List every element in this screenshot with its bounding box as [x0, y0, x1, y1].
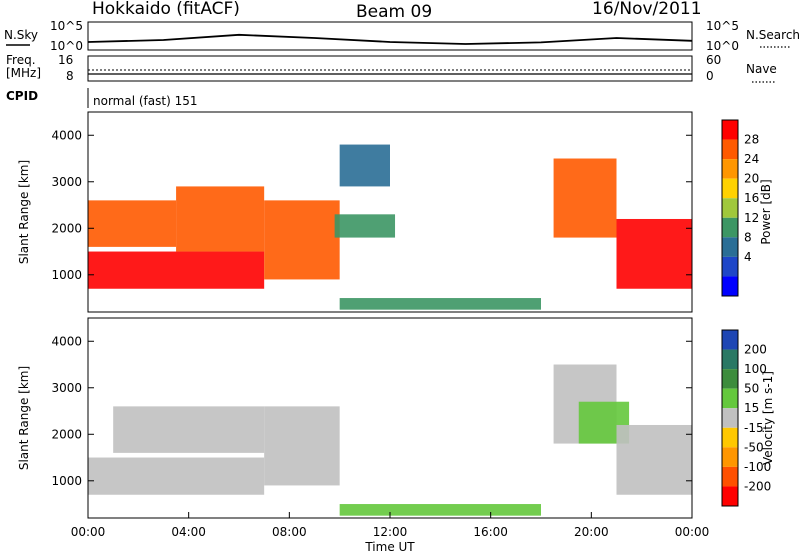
power-regions-region-0 [88, 251, 265, 289]
xlabel: Time UT [364, 540, 415, 554]
velocity-cbar-swatch-1 [722, 349, 738, 370]
power-ylabel: Slant Range [km] [17, 160, 31, 264]
power-cbar-swatch-8 [722, 276, 738, 296]
velocity-yticks-ticklabel-0: 4000 [51, 334, 82, 348]
freq-label-2: [MHz] [6, 66, 41, 80]
power-cbar-ticklabel-1: 24 [744, 152, 759, 166]
power-yticks-ticklabel-2: 2000 [51, 221, 82, 235]
power-cbar-swatch-7 [722, 256, 738, 277]
velocity-cbar-swatch-7 [722, 466, 738, 487]
freq-tick-bottom: 8 [66, 69, 74, 83]
power-regions-region-1 [88, 200, 177, 247]
power-regions-region-8 [616, 218, 692, 289]
velocity-regions-region-2 [264, 406, 340, 486]
velocity-cbar-swatch-6 [722, 447, 738, 467]
nsearch-label: N.Search [746, 28, 800, 42]
nave-tick-top: 60 [706, 53, 721, 67]
power-y-ticks: 4000 3000 2000 1000 [51, 128, 692, 282]
power-cbar-frame [721, 119, 739, 297]
nave-label: Nave [746, 62, 777, 76]
power-cbar-ticklabel-0: 28 [744, 133, 759, 147]
nsky-series-line [87, 33, 693, 45]
velocity-cbar-swatch-5 [722, 427, 738, 448]
power-regions-region-5 [339, 144, 390, 187]
velocity-cbar-ticklabel-3: 15 [744, 401, 759, 415]
nsky-tick-top: 10^5 [50, 19, 83, 33]
power-regions-region-2 [176, 186, 265, 252]
velocity-cbar-label: Velocity [m s-1] [761, 371, 775, 465]
velocity-cbar-ticklabel-0: 200 [744, 343, 767, 357]
velocity-cbar-ticklabel-5: -50 [744, 440, 764, 454]
station-title: Hokkaido (fitACF) [92, 0, 240, 19]
power-cbar-swatch-5 [722, 217, 738, 238]
freq-tick-top: 16 [58, 53, 73, 67]
power-cbar-swatch-1 [722, 139, 738, 160]
x-ticklabel-1: 04:00 [171, 525, 206, 539]
power-cbar-ticklabel-5: 8 [744, 230, 752, 244]
date-title: 16/Nov/2011 [592, 0, 702, 19]
velocity-data-regions [88, 364, 692, 516]
power-cbar-swatch-0 [722, 120, 738, 140]
velocity-regions-region-1 [113, 406, 265, 453]
power-cbar-swatch-2 [722, 159, 738, 179]
velocity-cbar-swatch-3 [722, 388, 738, 409]
nsky-tick-bottom: 10^0 [50, 39, 83, 53]
velocity-cbar-swatch-8 [722, 486, 738, 506]
power-cbar-ticklabel-3: 16 [744, 191, 759, 205]
x-ticklabel-6: 00:00 [675, 525, 710, 539]
power-data-regions [88, 144, 692, 310]
nsky-label: N.Sky [4, 28, 38, 42]
velocity-yticks-ticklabel-3: 1000 [51, 474, 82, 488]
power-panel-frame [87, 111, 693, 313]
velocity-yticks-ticklabel-1: 3000 [51, 381, 82, 395]
x-ticklabel-0: 00:00 [71, 525, 106, 539]
power-cbar-swatch-4 [722, 198, 738, 218]
velocity-cbar-ticklabel-4: -15 [744, 421, 764, 435]
power-regions-region-7 [553, 158, 617, 238]
velocity-cbar-swatch-2 [722, 369, 738, 389]
nsearch-tick-bottom: 10^0 [706, 39, 739, 53]
velocity-cbar-ticklabel-6: -100 [744, 460, 771, 474]
x-ticklabel-3: 12:00 [373, 525, 408, 539]
power-regions-region-6 [339, 298, 541, 310]
velocity-ylabel: Slant Range [km] [17, 366, 31, 470]
nsky-panel [87, 21, 693, 51]
power-cbar-ticklabel-4: 12 [744, 211, 759, 225]
freq-panel [87, 55, 693, 82]
velocity-yticks-ticklabel-2: 2000 [51, 427, 82, 441]
nsearch-tick-top: 10^5 [706, 19, 739, 33]
cpid-value: normal (fast) 151 [93, 94, 197, 108]
velocity-cbar-frame [721, 329, 739, 507]
power-yticks-ticklabel-3: 1000 [51, 268, 82, 282]
x-ticks: 00:00 04:00 08:00 12:00 16:00 20:00 00:00 [71, 512, 710, 539]
power-cbar-ticklabel-2: 20 [744, 172, 759, 186]
velocity-regions-region-0 [88, 457, 265, 495]
power-cbar-swatch-6 [722, 237, 738, 257]
power-cbar-ticklabel-6: 4 [744, 250, 752, 264]
power-cbar-swatch-3 [722, 178, 738, 199]
velocity-regions-region-6 [616, 424, 692, 495]
velocity-cbar-swatch-0 [722, 330, 738, 350]
nave-tick-bottom: 0 [706, 69, 714, 83]
power-colorbar: 28 24 20 16 12 8 4 [721, 119, 759, 297]
power-regions-region-4 [334, 214, 396, 238]
cpid-label: CPID [6, 89, 38, 103]
velocity-cbar-swatch-4 [722, 408, 738, 428]
power-yticks-ticklabel-0: 4000 [51, 128, 82, 142]
power-regions-region-3 [264, 200, 340, 280]
velocity-cbar-ticklabel-2: 50 [744, 382, 759, 396]
beam-title: Beam 09 [356, 2, 432, 22]
x-ticklabel-4: 16:00 [473, 525, 508, 539]
power-yticks-ticklabel-1: 3000 [51, 175, 82, 189]
velocity-y-ticks: 4000 3000 2000 1000 [51, 334, 692, 488]
velocity-colorbar: 200 100 50 15 -15 -50 -100 -200 [721, 329, 771, 507]
x-ticklabel-5: 20:00 [574, 525, 609, 539]
x-ticklabel-2: 08:00 [272, 525, 307, 539]
velocity-regions-region-3 [339, 504, 541, 516]
velocity-cbar-ticklabel-7: -200 [744, 479, 771, 493]
freq-label-1: Freq. [6, 53, 36, 67]
power-cbar-label: Power [dB] [759, 179, 773, 244]
velocity-cbar-ticklabel-1: 100 [744, 362, 767, 376]
